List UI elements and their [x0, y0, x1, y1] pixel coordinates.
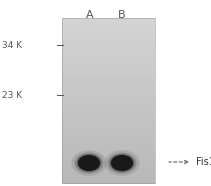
Bar — [62, 26, 155, 29]
Bar — [62, 28, 155, 31]
Ellipse shape — [108, 153, 136, 173]
Bar — [62, 59, 155, 62]
Bar — [62, 18, 155, 21]
Bar — [62, 152, 155, 155]
Bar — [62, 177, 155, 179]
Bar — [62, 57, 155, 60]
Bar — [62, 34, 155, 37]
Bar — [62, 175, 155, 177]
Bar — [62, 68, 155, 70]
Ellipse shape — [75, 153, 103, 173]
Bar — [62, 115, 155, 118]
Bar — [62, 55, 155, 58]
Text: 23 K: 23 K — [2, 91, 22, 100]
Bar — [62, 51, 155, 54]
Bar — [62, 105, 155, 107]
Bar — [62, 144, 155, 146]
Bar — [62, 119, 155, 122]
Bar — [62, 88, 155, 91]
Ellipse shape — [71, 150, 107, 176]
Bar — [62, 45, 155, 47]
Bar — [62, 98, 155, 101]
Bar — [62, 78, 155, 80]
Bar — [62, 84, 155, 86]
Bar — [62, 117, 155, 120]
Bar — [62, 109, 155, 111]
Bar — [62, 179, 155, 181]
Bar — [62, 63, 155, 66]
Bar — [62, 173, 155, 175]
Ellipse shape — [77, 154, 101, 172]
Bar — [62, 43, 155, 45]
Text: A: A — [86, 10, 94, 20]
Text: Fis1: Fis1 — [196, 157, 211, 167]
Bar — [62, 74, 155, 76]
Bar — [62, 140, 155, 142]
Bar — [62, 142, 155, 144]
Bar — [62, 41, 155, 43]
Bar — [62, 123, 155, 126]
Bar — [62, 154, 155, 157]
Ellipse shape — [104, 150, 140, 176]
Bar — [62, 18, 155, 183]
Bar — [62, 171, 155, 173]
Bar — [62, 156, 155, 159]
Bar — [62, 94, 155, 97]
Text: 34 K: 34 K — [2, 41, 22, 49]
Bar — [62, 164, 155, 167]
Bar — [62, 166, 155, 169]
Bar — [62, 90, 155, 93]
Bar — [62, 138, 155, 140]
Ellipse shape — [110, 154, 134, 172]
Bar — [62, 150, 155, 153]
Bar — [62, 148, 155, 150]
Bar — [62, 80, 155, 82]
Bar — [62, 32, 155, 35]
Bar — [62, 30, 155, 33]
Bar — [62, 76, 155, 78]
Bar — [62, 49, 155, 52]
Bar — [62, 47, 155, 49]
Bar — [62, 132, 155, 134]
Bar — [62, 37, 155, 39]
Bar — [62, 24, 155, 27]
Bar — [62, 92, 155, 95]
Bar — [62, 39, 155, 41]
Bar — [62, 96, 155, 99]
Bar — [62, 125, 155, 128]
Bar — [62, 72, 155, 74]
Bar — [62, 20, 155, 23]
Bar — [62, 107, 155, 109]
Bar — [62, 102, 155, 105]
Bar — [62, 82, 155, 84]
Bar — [62, 86, 155, 89]
Bar — [62, 158, 155, 161]
Bar — [62, 169, 155, 171]
Bar — [62, 181, 155, 184]
Bar — [62, 100, 155, 103]
Ellipse shape — [78, 155, 100, 171]
Bar — [62, 121, 155, 124]
Bar — [62, 113, 155, 116]
Bar — [62, 65, 155, 68]
Bar — [62, 134, 155, 136]
Ellipse shape — [111, 155, 133, 171]
Bar — [62, 146, 155, 148]
Bar — [62, 111, 155, 113]
Text: B: B — [118, 10, 126, 20]
Bar — [62, 61, 155, 64]
Bar — [62, 160, 155, 163]
Bar — [62, 162, 155, 165]
Bar — [62, 127, 155, 130]
Bar — [62, 129, 155, 132]
Bar — [62, 53, 155, 56]
Bar — [62, 22, 155, 25]
Bar — [62, 70, 155, 72]
Bar — [62, 136, 155, 138]
